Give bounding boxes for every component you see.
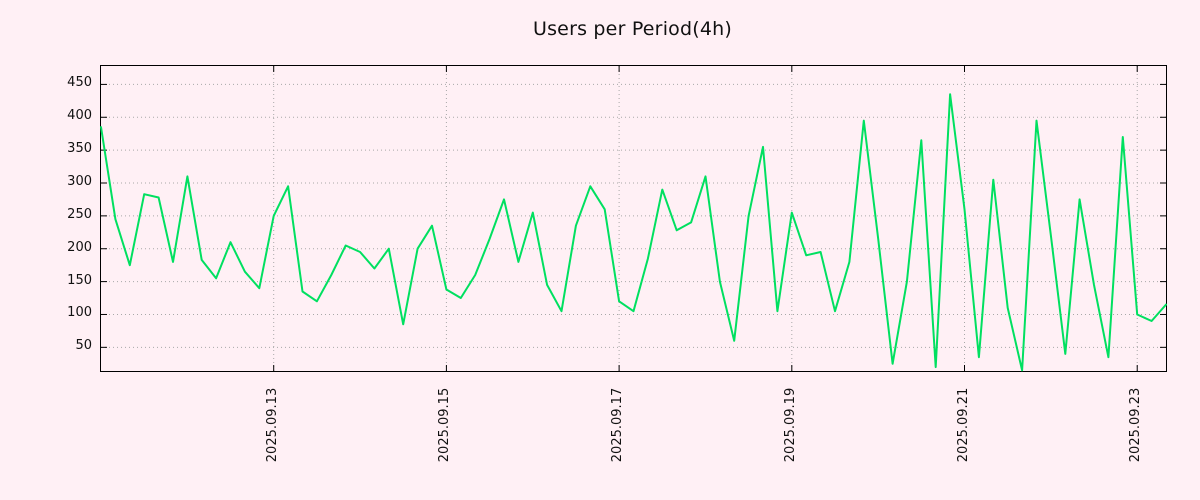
x-tick-label: 2025.09.19: [782, 387, 798, 463]
y-tick-label: 250: [67, 206, 92, 222]
plot-area: [100, 65, 1167, 372]
x-tick-label: 2025.09.21: [955, 387, 971, 463]
y-tick-label: 350: [67, 141, 92, 157]
x-tick-label: 2025.09.15: [437, 387, 453, 463]
line-chart-svg: [100, 66, 1167, 372]
y-tick-label: 50: [75, 338, 92, 354]
users-series-line: [100, 93, 1167, 372]
x-tick-label: 2025.09.17: [610, 387, 626, 463]
y-tick-label: 150: [67, 272, 92, 288]
x-tick-label: 2025.09.23: [1128, 387, 1144, 463]
y-tick-label: 100: [67, 305, 92, 321]
x-tick-label: 2025.09.13: [264, 387, 280, 463]
y-tick-label: 300: [67, 174, 92, 189]
y-tick-label: 450: [67, 75, 92, 91]
y-tick-label: 400: [67, 108, 92, 124]
chart-title: Users per Period(4h): [532, 18, 733, 40]
y-tick-label: 200: [67, 239, 92, 255]
